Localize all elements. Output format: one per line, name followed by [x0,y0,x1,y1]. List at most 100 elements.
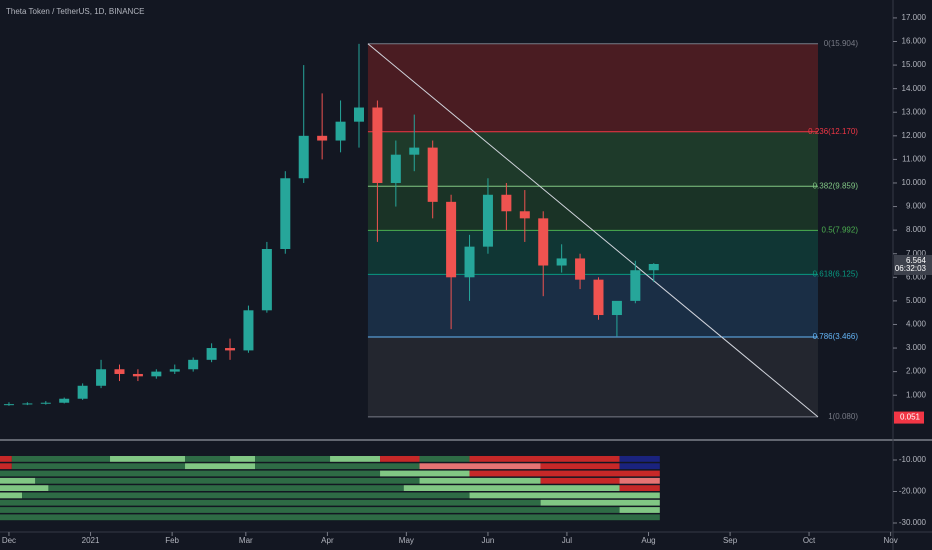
candle-body [446,201,457,278]
fib-zone [367,43,818,132]
heat-segment [0,456,12,462]
candle-body [40,402,51,404]
candle-body [22,403,33,405]
x-tick-label: Dec [2,536,16,545]
y-tick-label: 15.000 [902,60,927,69]
candle-body [409,147,420,155]
candle-body [188,359,199,370]
candle-body [298,135,309,179]
candle-body [390,154,401,183]
heat-segment [619,485,660,491]
heat-segment [0,463,12,470]
heat-segment [540,477,620,484]
fib-label: 1(0.080) [828,412,858,421]
candle-body [132,373,143,377]
candle-body [151,371,162,377]
fib-label: 0(15.904) [824,39,859,48]
heat-segment [403,485,620,491]
x-tick-label: May [399,536,414,545]
candle-body [261,249,272,311]
marker-price-label: 0.051 [900,413,921,422]
x-tick-label: Mar [239,536,253,545]
y-tick-label: 9.000 [906,202,927,211]
heat-segment [48,485,404,491]
y-tick-label: 1.000 [906,390,927,399]
candle-body [96,369,107,386]
y2-tick-label: -20.000 [899,487,927,496]
fib-label: 0.236(12.170) [808,127,858,136]
candle-body [630,270,641,301]
fib-label: 0.382(9.859) [813,181,859,190]
heat-segment [469,470,660,477]
last-price-tag [894,255,932,275]
candle-body [206,348,217,360]
candle-body [114,369,125,374]
y-tick-label: 17.000 [902,13,927,22]
heat-segment [619,507,660,513]
heat-segment [0,485,49,491]
x-tick-label: Apr [321,536,334,545]
y-tick-label: 2.000 [906,367,927,376]
heat-segment [22,492,470,499]
x-tick-label: Sep [723,536,738,545]
y-tick-label: 8.000 [906,225,927,234]
heat-segment [419,456,470,462]
heat-segment [419,463,541,470]
heat-segment [419,477,541,484]
fib-zone [367,131,818,187]
y2-tick-label: -30.000 [899,518,927,527]
heat-segment [35,477,420,484]
y-tick-label: 11.000 [902,155,926,164]
candle-body [556,258,567,266]
heat-segment [185,463,256,470]
heat-segment [255,456,331,462]
candle-body [225,348,236,351]
heat-segment [255,463,420,470]
countdown-label: 06:32:03 [895,264,927,273]
fib-zone [367,274,818,338]
heat-segment [0,499,541,506]
heat-segment [185,456,231,462]
candle-body [501,194,512,212]
candle-body [372,107,383,183]
heat-segment [0,492,23,499]
fib-zone [367,230,818,275]
candle-body [243,310,254,351]
candle-body [575,258,586,280]
y-tick-label: 12.000 [902,131,927,140]
x-tick-label: 2021 [82,536,100,545]
candle-body [519,211,530,219]
heat-segment [0,477,36,484]
candle-body [482,194,493,247]
chart-title: Theta Token / TetherUS, 1D, BINANCE [6,7,144,16]
y-tick-label: 13.000 [902,107,927,116]
heat-segment [619,463,660,470]
marker-price-tag [894,411,924,424]
y-tick-label: 5.000 [906,296,927,305]
heat-segment [540,463,620,470]
fib-label: 0.618(6.125) [813,269,859,278]
x-tick-label: Nov [884,536,898,545]
candle-body [3,404,14,406]
heat-segment [619,477,660,484]
heat-segment [11,456,111,462]
x-tick-label: Oct [803,536,816,545]
y-tick-label: 7.000 [906,249,927,258]
heat-segment [380,456,420,462]
y-tick-label: 16.000 [902,37,927,46]
x-tick-label: Jun [481,536,494,545]
fib-trend-line [367,43,819,418]
x-tick-label: Jul [562,536,572,545]
heat-segment [11,463,186,470]
fib-zone [367,186,818,231]
candle-body [353,107,364,122]
heat-segment [330,456,381,462]
candle-body [280,178,291,250]
heat-segment [540,499,660,506]
y2-tick-label: -10.000 [899,455,927,464]
candle-body [427,147,438,202]
heat-segment [619,456,660,462]
heat-segment [230,456,256,462]
x-tick-label: Aug [641,536,655,545]
